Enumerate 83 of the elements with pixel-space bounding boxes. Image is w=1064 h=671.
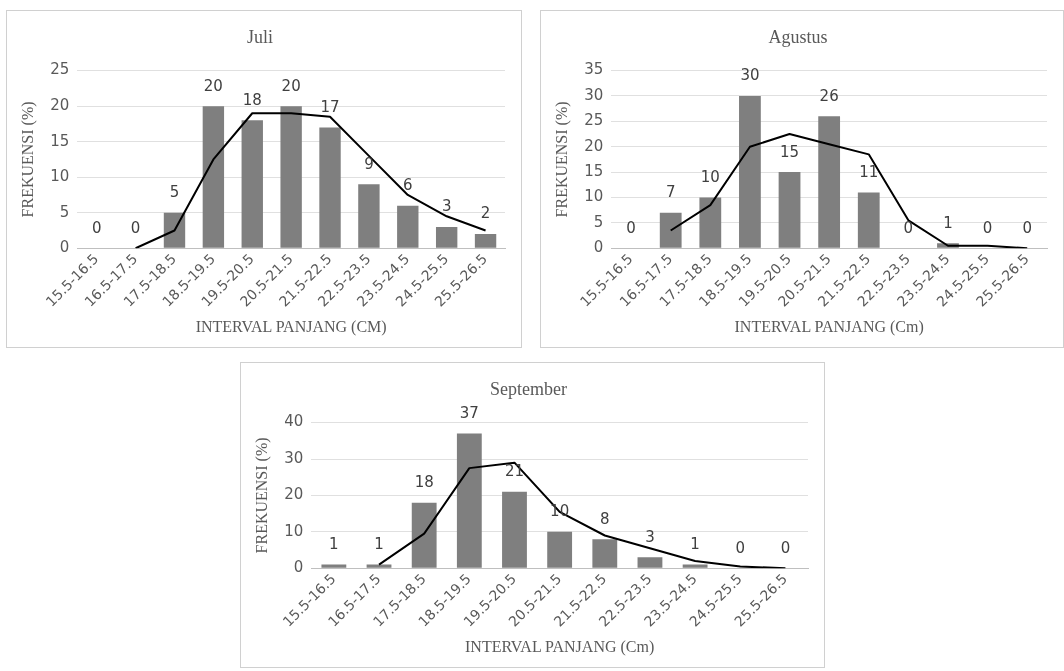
y-tick-label: 0 (293, 558, 304, 577)
data-label: 0 (130, 218, 141, 237)
x-axis-title: INTERVAL PANJANG (CM) (195, 317, 387, 336)
data-label: 7 (665, 183, 676, 202)
bar (592, 539, 618, 568)
y-axis-title: FREKUENSI (%) (252, 437, 271, 554)
data-label: 2 (480, 204, 491, 223)
data-label: 0 (780, 538, 791, 557)
y-tick-label: 20 (584, 136, 604, 155)
y-tick-label: 30 (284, 448, 304, 467)
data-label: 26 (819, 86, 839, 105)
y-tick-label: 10 (284, 521, 304, 540)
data-label: 17 (320, 97, 340, 116)
data-label: 10 (700, 167, 720, 186)
bar (547, 531, 573, 568)
y-axis-title: FREKUENSI (%) (18, 101, 37, 218)
data-label: 1 (329, 535, 339, 554)
data-label: 1 (690, 535, 700, 554)
bar (397, 205, 419, 248)
data-label: 15 (779, 142, 800, 161)
data-label: 21 (504, 462, 525, 481)
chart-title: September (490, 378, 567, 399)
bar (474, 234, 497, 248)
y-tick-label: 0 (59, 238, 70, 257)
data-label: 0 (735, 538, 746, 557)
data-label: 8 (600, 509, 610, 528)
data-label: 3 (441, 197, 452, 216)
bar (778, 172, 801, 248)
data-label: 0 (1022, 218, 1032, 237)
data-label: 0 (91, 218, 102, 237)
bar (699, 197, 722, 248)
y-tick-label: 40 (284, 412, 304, 431)
bar (435, 226, 458, 248)
data-label: 9 (364, 154, 374, 173)
y-tick-label: 15 (50, 131, 70, 150)
y-tick-label: 5 (59, 202, 70, 221)
bar (818, 116, 841, 248)
chart-title: Juli (246, 26, 274, 47)
bar (358, 184, 380, 248)
bar (321, 564, 347, 568)
y-tick-label: 25 (50, 60, 70, 79)
y-tick-label: 25 (584, 111, 604, 130)
bar (502, 491, 527, 568)
bar (319, 127, 341, 248)
x-axis-title: INTERVAL PANJANG (Cm) (465, 637, 655, 656)
bar (241, 120, 263, 248)
y-tick-label: 5 (593, 212, 604, 231)
bar (280, 106, 302, 248)
y-tick-label: 30 (584, 85, 604, 104)
data-label: 20 (203, 76, 223, 95)
bar (637, 557, 663, 568)
data-label: 37 (459, 403, 479, 422)
data-label: 11 (859, 162, 879, 181)
bar (202, 106, 225, 248)
y-tick-label: 35 (584, 60, 604, 79)
bar (739, 95, 761, 248)
chart-title: Agustus (768, 26, 828, 47)
y-tick-label: 0 (593, 238, 604, 257)
bar (163, 212, 186, 248)
data-label: 18 (414, 473, 434, 492)
bar (857, 192, 880, 248)
y-tick-label: 15 (584, 162, 604, 181)
x-axis-title: INTERVAL PANJANG (Cm) (734, 317, 924, 336)
data-label: 5 (169, 183, 180, 202)
bar (456, 433, 482, 568)
data-label: 0 (626, 218, 636, 237)
y-tick-label: 20 (50, 96, 70, 115)
data-label: 0 (903, 218, 914, 237)
bar (411, 502, 437, 568)
data-label: 1 (374, 535, 384, 554)
data-label: 3 (645, 527, 655, 546)
data-label: 30 (740, 66, 760, 85)
bar (366, 564, 392, 568)
data-label: 6 (403, 176, 413, 195)
data-label: 1 (943, 213, 953, 232)
y-axis-title: FREKUENSI (%) (552, 101, 571, 218)
bar (659, 212, 682, 248)
bar (682, 564, 708, 568)
data-label: 18 (242, 90, 262, 109)
y-tick-label: 10 (584, 187, 604, 206)
y-tick-label: 20 (284, 485, 304, 504)
data-label: 0 (982, 218, 993, 237)
y-tick-label: 10 (50, 167, 70, 186)
